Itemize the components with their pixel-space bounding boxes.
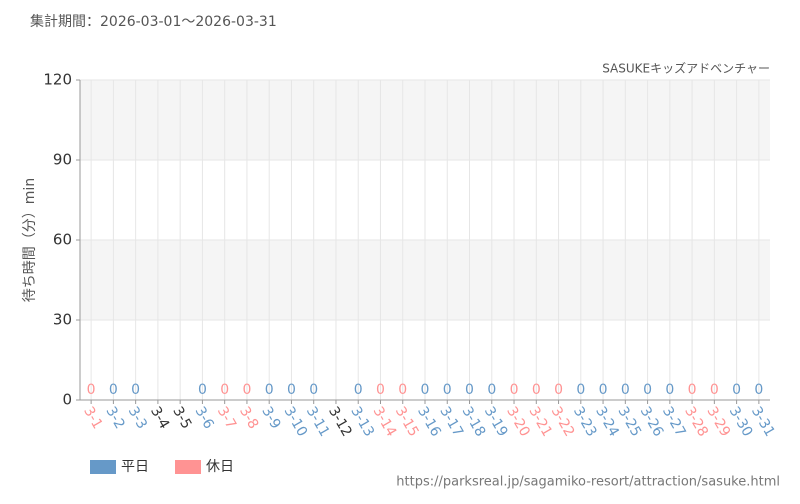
- data-label: 0: [198, 382, 207, 398]
- legend-swatch: [90, 460, 116, 474]
- data-label: 0: [109, 382, 118, 398]
- data-label: 0: [487, 382, 496, 398]
- data-label: 0: [532, 382, 541, 398]
- legend-swatch: [175, 460, 201, 474]
- data-label: 0: [265, 382, 274, 398]
- x-tick-label: 3-2: [102, 404, 127, 432]
- data-label: 0: [287, 382, 296, 398]
- data-label: 0: [665, 382, 674, 398]
- y-axis-label: 待ち時間（分）min: [22, 178, 38, 302]
- data-label: 0: [643, 382, 652, 398]
- data-label: 0: [621, 382, 630, 398]
- data-label: 0: [421, 382, 430, 398]
- legend-label: 休日: [206, 459, 234, 475]
- data-label: 0: [710, 382, 719, 398]
- data-label: 0: [376, 382, 385, 398]
- chart-subtitle: SASUKEキッズアドベンチャー: [602, 61, 770, 76]
- data-label: 0: [732, 382, 741, 398]
- y-tick-label: 30: [53, 311, 72, 329]
- data-label: 0: [576, 382, 585, 398]
- data-label: 0: [398, 382, 407, 398]
- data-label: 0: [688, 382, 697, 398]
- data-label: 0: [443, 382, 452, 398]
- y-tick-label: 60: [53, 231, 72, 249]
- legend-label: 平日: [121, 459, 149, 475]
- x-tick-label: 3-7: [214, 404, 239, 432]
- data-label: 0: [354, 382, 363, 398]
- data-label: 0: [599, 382, 608, 398]
- data-label: 0: [87, 382, 96, 398]
- y-tick-label: 90: [53, 151, 72, 169]
- y-tick-label: 0: [62, 391, 72, 409]
- data-label: 0: [554, 382, 563, 398]
- source: https://parksreal.jp/sagamiko-resort/att…: [396, 475, 780, 490]
- data-label: 0: [131, 382, 140, 398]
- x-tick-label: 3-1: [80, 404, 105, 432]
- data-label: 0: [754, 382, 763, 398]
- data-label: 0: [309, 382, 318, 398]
- x-tick-label: 3-3: [125, 404, 150, 432]
- x-tick-label: 3-6: [191, 404, 216, 432]
- chart-title: 集計期間：2026-03-01～2026-03-31: [30, 13, 277, 30]
- x-tick-label: 3-4: [147, 404, 172, 432]
- y-tick-label: 120: [43, 71, 72, 89]
- data-label: 0: [465, 382, 474, 398]
- data-label: 0: [220, 382, 229, 398]
- data-label: 0: [510, 382, 519, 398]
- x-tick-label: 3-9: [258, 404, 283, 432]
- x-tick-label: 3-5: [169, 404, 194, 432]
- x-tick-label: 3-31: [748, 404, 778, 440]
- x-tick-label: 3-8: [236, 404, 261, 432]
- data-label: 0: [242, 382, 251, 398]
